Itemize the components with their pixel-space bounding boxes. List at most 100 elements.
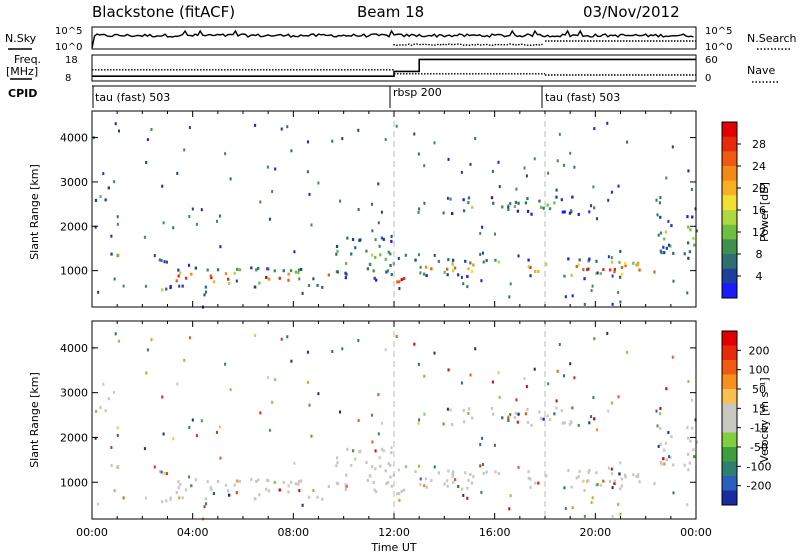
power-cell [336,249,339,253]
velocity-cell [384,469,387,473]
nsearch-trace [393,40,696,47]
power-cell [446,267,449,271]
velocity-cell [517,465,520,469]
velocity-cell [102,382,105,386]
power-cell [636,263,640,267]
power-cell [569,151,572,155]
power-cell [341,137,344,141]
power-cell [116,222,119,226]
power-cell [257,266,260,270]
power-cell [397,256,400,260]
power-cell [523,166,526,170]
power-cell [344,271,347,275]
power-cell [165,260,168,264]
nsky-trace [91,29,694,49]
power-cell [443,270,446,274]
velocity-cell [480,490,483,494]
power-cell [404,253,407,257]
velocity-cell [525,385,528,389]
power-cell [373,276,376,280]
velocity-cell [110,446,113,449]
power-cell [563,274,566,278]
velocity-cell [485,470,488,474]
power-cell [558,132,561,136]
power-cell [619,300,622,304]
velocity-cell [306,350,309,354]
power-cell [336,270,340,274]
velocity-cell [259,411,262,415]
power-cell [181,284,184,288]
power-cell [169,284,172,288]
velocity-cell [389,475,392,479]
power-cell [271,190,274,193]
power-cell [250,266,253,270]
power-cell [571,294,574,298]
velocity-cell [662,457,665,461]
power-cell [691,215,694,219]
velocity-cell [113,390,116,394]
velocity-cell [371,413,373,417]
velocity-cell [398,498,401,502]
power-cell [345,262,348,265]
velocity-cell [447,368,450,372]
velocity-cell [253,497,256,501]
velocity-cell [588,421,591,425]
power-cell [216,219,218,223]
velocity-cell [514,411,518,415]
velocity-cell [462,493,465,497]
power-cell [613,267,616,271]
velocity-cell [561,421,564,425]
power-cell [452,269,455,273]
nsearch-tick-bottom: 10^0 [705,42,732,53]
velocity-cell [686,503,689,507]
freq-trace [92,58,696,77]
power-cell [659,215,662,219]
power-cell [354,246,357,250]
power-cell [491,169,494,173]
power-cell [387,250,390,254]
colorbar-frame [721,330,738,506]
x-tick-label: 12:00 [378,526,410,539]
power-cell [384,257,387,261]
power-cell [555,188,558,192]
colorbar-tick-label: 12 [752,226,766,239]
velocity-cell [161,500,164,504]
velocity-cell [659,442,663,446]
power-cell [278,276,281,280]
velocity-cell [582,479,585,483]
velocity-cell [433,465,436,469]
velocity-cell [537,481,540,485]
power-cell [577,263,580,267]
power-cell [116,215,119,219]
power-cell [423,164,426,168]
velocity-cell [344,483,347,487]
velocity-cell [424,477,428,481]
x-tick-label: 08:00 [277,526,309,539]
power-cell [158,258,161,262]
velocity-cell [479,443,482,447]
velocity-cell [592,396,595,400]
velocity-cell [290,359,293,363]
velocity-cell [350,463,353,467]
power-cell [619,249,622,253]
velocity-cell [670,435,673,439]
velocity-cell [144,496,147,500]
power-cell [695,229,699,233]
power-cell [619,275,622,279]
velocity-cell [471,416,474,420]
power-cell [655,198,658,202]
power-cell [686,215,689,219]
velocity-cell [345,473,348,477]
velocity-cell [188,475,190,479]
velocity-cell [659,426,662,430]
power-cell [258,281,261,285]
velocity-cell [110,464,113,467]
velocity-cell [555,406,558,410]
velocity-cell [344,487,347,491]
power-cell [509,282,512,286]
velocity-cell [175,491,178,494]
power-cell [212,280,216,284]
power-cell [298,277,301,281]
power-cell [449,197,452,201]
power-cell [462,282,465,286]
